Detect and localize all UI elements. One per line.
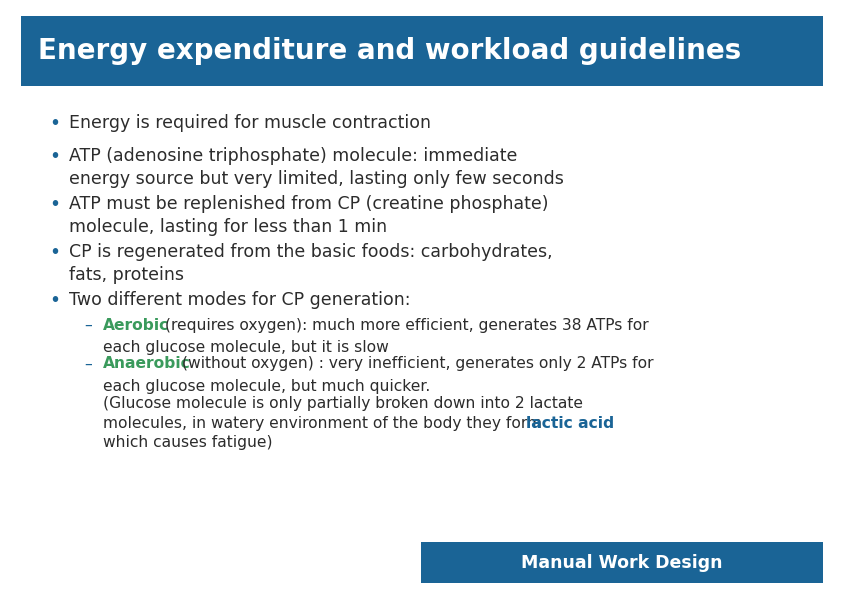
Text: Anaerobic: Anaerobic	[103, 356, 190, 371]
Text: •: •	[49, 195, 60, 215]
Text: •: •	[49, 114, 60, 134]
Text: each glucose molecule, but it is slow: each glucose molecule, but it is slow	[103, 340, 388, 355]
FancyBboxPatch shape	[421, 542, 823, 583]
Text: ATP must be replenished from CP (creatine phosphate)
molecule, lasting for less : ATP must be replenished from CP (creatin…	[69, 195, 548, 237]
Text: molecules, in watery environment of the body they form: molecules, in watery environment of the …	[103, 416, 546, 431]
Text: lactic acid: lactic acid	[526, 416, 615, 431]
Text: •: •	[49, 291, 60, 310]
Text: (Glucose molecule is only partially broken down into 2 lactate: (Glucose molecule is only partially brok…	[103, 396, 583, 411]
Text: –: –	[84, 356, 92, 371]
Text: Energy expenditure and workload guidelines: Energy expenditure and workload guidelin…	[38, 38, 741, 65]
Text: ATP (adenosine triphosphate) molecule: immediate
energy source but very limited,: ATP (adenosine triphosphate) molecule: i…	[69, 147, 564, 188]
Text: (without oxygen) : very inefficient, generates only 2 ATPs for: (without oxygen) : very inefficient, gen…	[177, 356, 653, 371]
Text: CP is regenerated from the basic foods: carbohydrates,
fats, proteins: CP is regenerated from the basic foods: …	[69, 243, 552, 284]
Text: Energy is required for muscle contraction: Energy is required for muscle contractio…	[69, 114, 431, 132]
Text: –: –	[84, 318, 92, 333]
Text: Two different modes for CP generation:: Two different modes for CP generation:	[69, 291, 411, 309]
FancyBboxPatch shape	[21, 16, 823, 86]
Text: which causes fatigue): which causes fatigue)	[103, 435, 272, 450]
Text: Aerobic: Aerobic	[103, 318, 169, 333]
Text: Manual Work Design: Manual Work Design	[520, 554, 722, 572]
Text: (requires oxygen): much more efficient, generates 38 ATPs for: (requires oxygen): much more efficient, …	[160, 318, 648, 333]
Text: •: •	[49, 147, 60, 166]
Text: •: •	[49, 243, 60, 262]
Text: each glucose molecule, but much quicker.: each glucose molecule, but much quicker.	[103, 379, 430, 394]
